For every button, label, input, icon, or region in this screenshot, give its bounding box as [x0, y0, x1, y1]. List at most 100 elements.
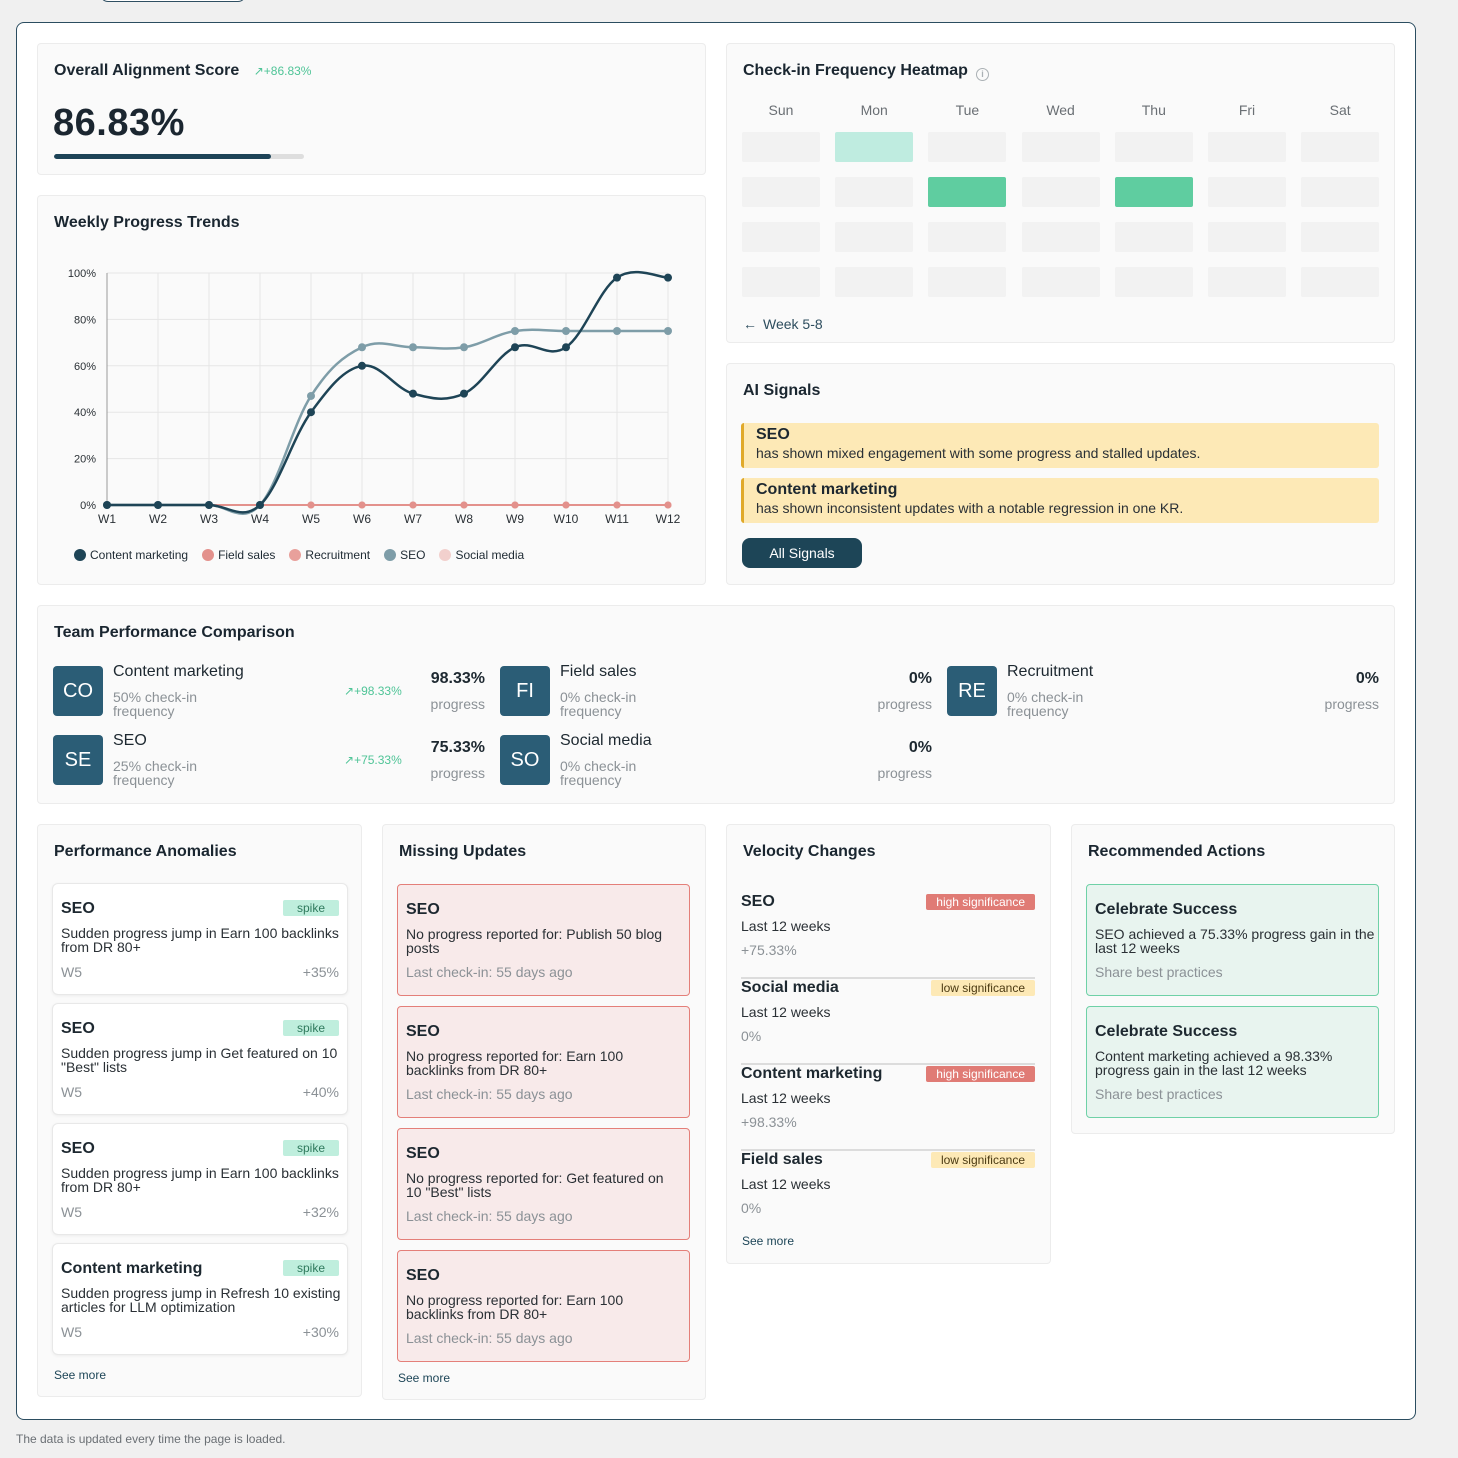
heatmap-cell[interactable] — [742, 267, 820, 297]
legend-item[interactable]: Social media — [439, 548, 524, 562]
heatmap-cell[interactable] — [1208, 132, 1286, 162]
data-point — [409, 389, 417, 398]
data-point — [460, 501, 468, 509]
info-icon[interactable]: i — [975, 68, 989, 81]
heatmap-cell[interactable] — [742, 222, 820, 252]
team-name[interactable]: Field sales — [560, 663, 637, 680]
action-cta[interactable]: Share best practices — [1095, 964, 1223, 980]
velocity-item[interactable]: Content marketing high significance Last 1… — [741, 1065, 1035, 1151]
heatmap-cell[interactable] — [1301, 267, 1380, 297]
heatmap-cell[interactable] — [742, 132, 820, 162]
team-name[interactable]: Social media — [560, 732, 652, 749]
missing-update-item[interactable]: SEO No progress reported for: Earn 100 ba… — [397, 1006, 690, 1118]
heatmap-cell[interactable] — [928, 132, 1007, 162]
heatmap-cell[interactable] — [928, 177, 1007, 207]
velocity-team-name: Content marketing — [741, 1065, 883, 1082]
anomaly-item[interactable]: SEO spike Sudden progress jump in Earn 100… — [52, 1123, 348, 1235]
heatmap-cell[interactable] — [928, 222, 1007, 252]
x-tick-label: W9 — [506, 512, 524, 526]
heatmap-cell[interactable] — [1301, 132, 1380, 162]
legend-item[interactable]: Content marketing — [74, 548, 188, 562]
legend-label: Content marketing — [90, 548, 189, 562]
heatmap-cell[interactable] — [1208, 177, 1286, 207]
signal-item: Content marketing has shown inconsistent… — [741, 478, 1379, 523]
anomaly-team-name: SEO — [61, 900, 95, 917]
anomaly-item[interactable]: SEO spike Sudden progress jump in Earn 100… — [52, 883, 348, 995]
recommended-action-item[interactable]: Celebrate Success Content marketing achie… — [1086, 1006, 1379, 1118]
team-performance-title: Team Performance Comparison — [54, 624, 295, 641]
series-line — [107, 328, 668, 515]
anomaly-item[interactable]: Content marketing spike Sudden progress ju… — [52, 1243, 348, 1355]
heatmap-cell[interactable] — [1301, 222, 1380, 252]
heatmap-title-text: Check-in Frequency Heatmap — [743, 62, 968, 79]
team-trend: ↗+98.33% — [344, 684, 402, 698]
anomaly-value: +30% — [302, 1324, 339, 1340]
heatmap-cell[interactable] — [1301, 177, 1380, 207]
missing-update-item[interactable]: SEO No progress reported for: Get feature… — [397, 1128, 690, 1240]
heatmap-cell[interactable] — [835, 177, 914, 207]
dashboard-frame: Overall Alignment Score ↗+86.83% 86.83% … — [16, 22, 1416, 1420]
heatmap-cell[interactable] — [1208, 267, 1286, 297]
velocity-see-more-link[interactable]: See more — [742, 1234, 795, 1248]
heatmap-cell[interactable] — [1114, 177, 1193, 207]
heatmap-cell[interactable] — [1114, 267, 1193, 297]
footer-note: The data is updated every time the page … — [16, 1432, 286, 1446]
heatmap-cell[interactable] — [1021, 132, 1100, 162]
velocity-change: +98.33% — [741, 1114, 797, 1130]
heatmap-title: Check-in Frequency Heatmap i — [743, 62, 989, 81]
team-avatar: RE — [947, 666, 997, 716]
missing-update-item[interactable]: SEO No progress reported for: Publish 50 … — [397, 884, 690, 996]
missing-last-checkin: Last check-in: 55 days ago — [406, 1086, 573, 1102]
anomaly-value: +35% — [302, 964, 339, 980]
top-tab[interactable] — [100, 0, 246, 2]
velocity-card: Velocity Changes SEO high significance Las… — [726, 824, 1051, 1264]
y-tick-label: 20% — [74, 454, 96, 466]
heatmap-cell[interactable] — [742, 177, 820, 207]
significance-badge: low significance — [930, 980, 1035, 996]
legend-label: SEO — [400, 548, 426, 562]
significance-badge: high significance — [926, 1066, 1035, 1082]
missing-update-item[interactable]: SEO No progress reported for: Earn 100 ba… — [397, 1250, 690, 1362]
action-cta[interactable]: Share best practices — [1095, 1086, 1223, 1102]
heatmap-cell[interactable] — [835, 222, 914, 252]
team-progress-value: 0% — [908, 739, 932, 756]
velocity-item[interactable]: Social media low significance Last 12 week… — [741, 979, 1035, 1065]
heatmap-cell[interactable] — [1021, 222, 1100, 252]
velocity-item[interactable]: Field sales low significance Last 12 weeks… — [741, 1151, 1035, 1237]
velocity-item[interactable]: SEO high significance Last 12 weeks +75.33% — [741, 893, 1035, 979]
team-name[interactable]: Recruitment — [1007, 663, 1094, 680]
heatmap-cell[interactable] — [928, 267, 1007, 297]
missing-see-more-link[interactable]: See more — [398, 1371, 451, 1385]
chart-legend: Content marketing Field sales Recruitment S… — [74, 548, 524, 562]
recommended-action-item[interactable]: Celebrate Success SEO achieved a 75.33% p… — [1086, 884, 1379, 996]
anomaly-description: Sudden progress jump in Earn 100 backlin… — [61, 1165, 339, 1195]
heatmap-cell[interactable] — [1021, 267, 1100, 297]
team-checkin-frequency: 50% check-in frequency — [113, 689, 198, 719]
legend-item[interactable]: Field sales — [202, 548, 275, 562]
missing-team-name: SEO — [406, 1023, 440, 1040]
action-title: Celebrate Success — [1095, 1023, 1238, 1040]
heatmap-cell[interactable] — [835, 267, 914, 297]
heatmap-cell[interactable] — [1114, 222, 1193, 252]
significance-badge: high significance — [926, 894, 1035, 910]
anomaly-item[interactable]: SEO spike Sudden progress jump in Get feat… — [52, 1003, 348, 1115]
action-description: Content marketing achieved a 98.33% prog… — [1095, 1048, 1333, 1078]
heatmap-cell[interactable] — [835, 132, 914, 162]
data-point — [562, 327, 570, 335]
heatmap-cell[interactable] — [1208, 222, 1286, 252]
all-signals-button[interactable]: All Signals — [742, 538, 862, 568]
action-title: Celebrate Success — [1095, 901, 1238, 918]
heatmap-prev-nav[interactable]: ← Week 5-8 — [743, 316, 823, 332]
team-name[interactable]: SEO — [113, 732, 147, 749]
missing-last-checkin: Last check-in: 55 days ago — [406, 1208, 573, 1224]
legend-item[interactable]: SEO — [384, 548, 425, 562]
heatmap-cell[interactable] — [1021, 177, 1100, 207]
anomalies-see-more-link[interactable]: See more — [54, 1368, 107, 1382]
velocity-period: Last 12 weeks — [741, 1090, 831, 1106]
team-name[interactable]: Content marketing — [113, 663, 244, 680]
anomalies-title: Performance Anomalies — [54, 843, 237, 860]
heatmap-cell[interactable] — [1114, 132, 1193, 162]
team-progress-value: 75.33% — [430, 739, 485, 756]
legend-item[interactable]: Recruitment — [289, 548, 370, 562]
anomalies-card: Performance Anomalies SEO spike Sudden pro… — [37, 824, 362, 1397]
